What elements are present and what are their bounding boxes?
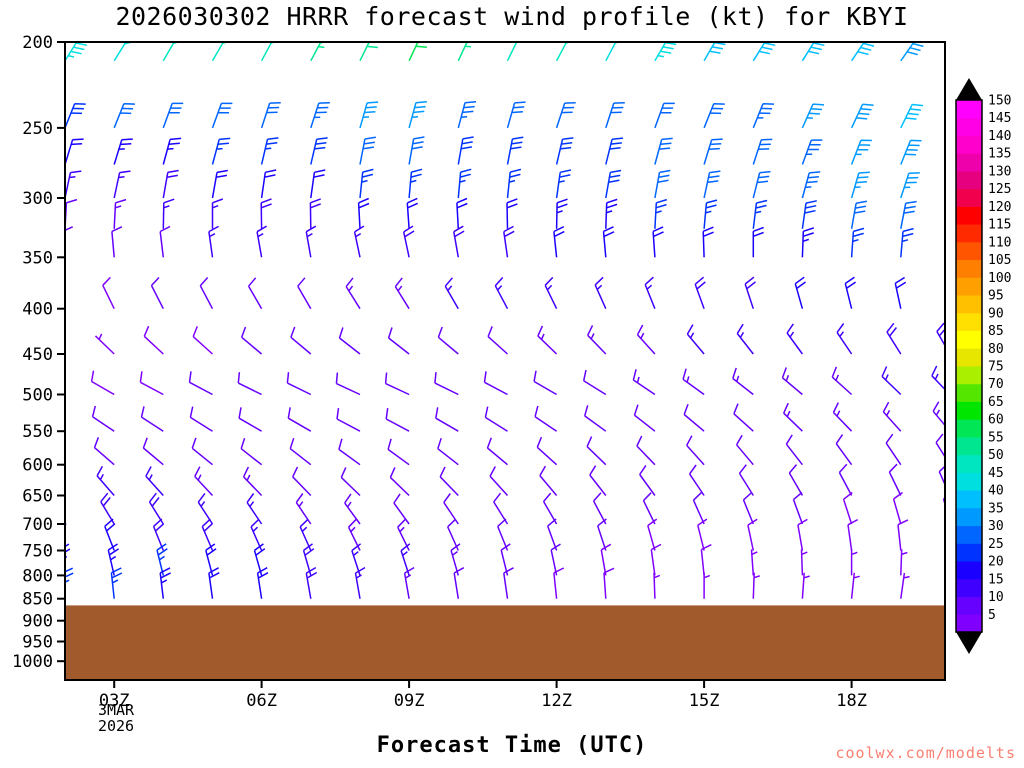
barb-row <box>65 276 945 310</box>
barb-row <box>65 518 909 551</box>
barb-row <box>65 168 920 199</box>
y-tick-label: 600 <box>22 456 53 476</box>
colorbar-label: 25 <box>988 537 1004 552</box>
colorbar-label: 105 <box>988 253 1011 268</box>
colorbar-label: 30 <box>988 519 1004 534</box>
barb-row <box>65 566 910 599</box>
y-tick-label: 500 <box>22 386 53 406</box>
barb-row <box>65 100 924 129</box>
y-tick-label: 850 <box>22 590 53 610</box>
y-tick-label: 200 <box>22 33 53 53</box>
colorbar-label: 95 <box>988 289 1004 304</box>
colorbar-label: 5 <box>988 608 996 623</box>
colorbar-bottom-arrow <box>956 632 982 654</box>
barb-row <box>65 225 914 258</box>
colorbar-label: 120 <box>988 200 1011 215</box>
colorbar-label: 75 <box>988 360 1004 375</box>
y-tick-label: 900 <box>22 612 53 632</box>
y-tick-label: 750 <box>22 542 53 562</box>
y-tick-label: 950 <box>22 633 53 653</box>
colorbar-label: 150 <box>988 94 1011 109</box>
y-tick-label: 450 <box>22 345 53 365</box>
y-tick-label: 800 <box>22 566 53 586</box>
x-tick-label: 18Z <box>836 691 867 711</box>
colorbar-label: 85 <box>988 324 1004 339</box>
barb-row <box>65 136 922 165</box>
axis-ticks: 200 250 300 350 400 450 500 550 600 650 700 750 800 8… <box>12 33 867 711</box>
colorbar-label: 45 <box>988 466 1004 481</box>
colorbar-label: 20 <box>988 555 1004 570</box>
colorbar-label: 55 <box>988 430 1004 445</box>
colorbar-label: 135 <box>988 147 1011 162</box>
chart-title: 2026030302 HRRR forecast wind profile (k… <box>115 2 909 31</box>
plot-area <box>65 42 945 680</box>
colorbar-label: 90 <box>988 306 1004 321</box>
colorbar-label: 130 <box>988 164 1011 179</box>
y-tick-label: 300 <box>22 189 53 209</box>
date-line-2: 2026 <box>97 717 135 735</box>
colorbar-label: 50 <box>988 448 1004 463</box>
colorbar-label: 65 <box>988 395 1004 410</box>
barb-row <box>65 197 917 229</box>
plot-border <box>64 41 946 681</box>
colorbar-label: 60 <box>988 413 1004 428</box>
y-tick-label: 400 <box>22 300 53 320</box>
colorbar: 5 10 15 20 25 30 35 40 45 50 55 60 65 70 75 80 85 90 95 100… <box>955 78 1011 654</box>
colorbar-top-arrow <box>956 78 982 100</box>
y-tick-label: 1000 <box>12 652 53 672</box>
x-axis-date-label: 3MAR 2026 <box>81 702 151 734</box>
barb-row <box>65 491 945 525</box>
barb-row <box>65 42 927 62</box>
colorbar-label: 80 <box>988 342 1004 357</box>
x-axis-title: Forecast Time (UTC) <box>376 733 648 758</box>
colorbar-label: 70 <box>988 377 1004 392</box>
y-tick-label: 350 <box>22 248 53 268</box>
colorbar-label: 110 <box>988 235 1011 250</box>
colorbar-label: 40 <box>988 484 1004 499</box>
colorbar-label: 115 <box>988 218 1011 233</box>
y-tick-label: 550 <box>22 422 53 442</box>
x-tick-label: 06Z <box>246 691 277 711</box>
barb-row <box>65 365 945 396</box>
colorbar-label: 35 <box>988 501 1004 516</box>
colorbar-label: 15 <box>988 572 1004 587</box>
x-tick-label: 03Z <box>99 691 130 711</box>
x-tick-label: 09Z <box>394 691 425 711</box>
y-tick-label: 650 <box>22 487 53 507</box>
colorbar-label: 10 <box>988 590 1004 605</box>
colorbar-label: 125 <box>988 182 1011 197</box>
watermark-link[interactable]: coolwx.com/modelts <box>835 744 1016 762</box>
colorbar-label: 145 <box>988 111 1011 126</box>
terrain-fill <box>65 605 945 680</box>
x-tick-label: 15Z <box>689 691 720 711</box>
y-tick-label: 250 <box>22 119 53 139</box>
x-tick-label: 12Z <box>541 691 572 711</box>
date-line-1: 3MAR <box>97 701 135 719</box>
colorbar-label: 140 <box>988 129 1011 144</box>
barb-row <box>65 401 945 432</box>
barb-row <box>65 463 945 497</box>
barb-row <box>65 322 945 355</box>
barb-row <box>65 433 945 466</box>
y-tick-label: 700 <box>22 515 53 535</box>
colorbar-label: 100 <box>988 271 1011 286</box>
